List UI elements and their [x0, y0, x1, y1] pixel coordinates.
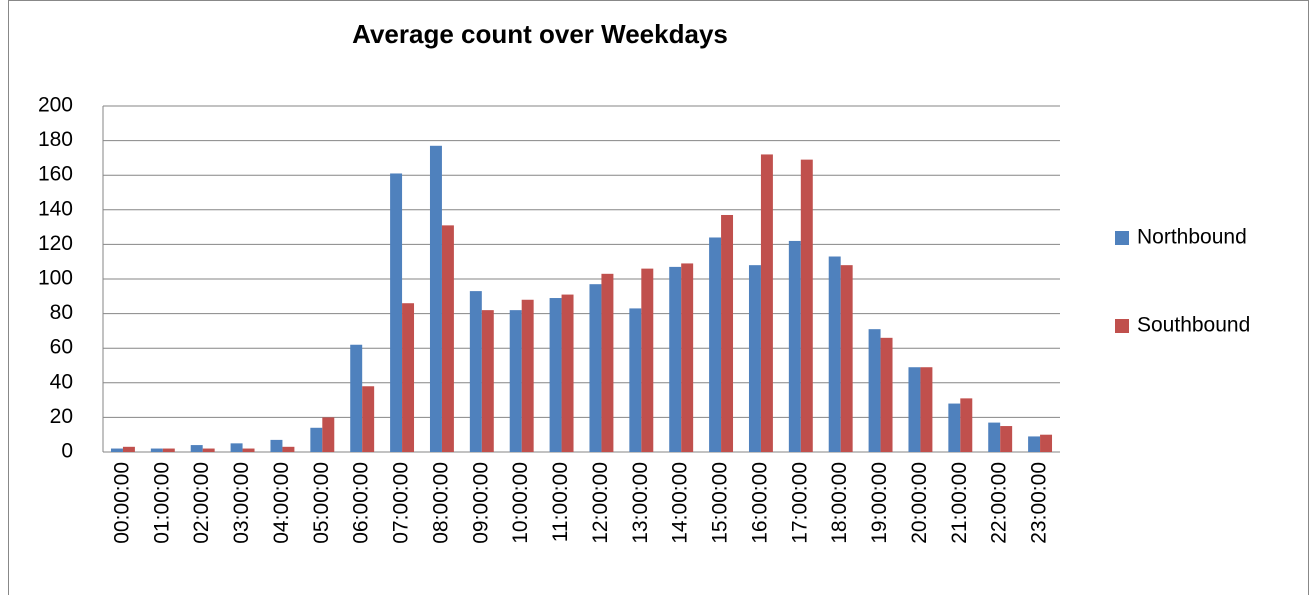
y-tick-label: 0: [61, 440, 73, 463]
bar: [960, 398, 973, 452]
bar: [230, 443, 243, 452]
y-tick-label: 60: [50, 336, 73, 359]
x-tick-label: 11:00:00: [549, 462, 572, 542]
bar: [948, 403, 961, 452]
x-tick-label: 23:00:00: [1028, 462, 1051, 544]
x-tick-label: 03:00:00: [230, 462, 253, 544]
x-tick-label: 12:00:00: [589, 462, 612, 544]
x-tick-label: 13:00:00: [629, 462, 652, 544]
x-tick-label: 01:00:00: [150, 462, 173, 544]
y-tick-label: 180: [38, 128, 73, 151]
x-tick-label: 05:00:00: [310, 462, 333, 544]
chart-title: Average count over Weekdays: [352, 19, 728, 49]
y-tick-label: 40: [50, 370, 73, 393]
bar: [880, 337, 893, 452]
legend-label: Northbound: [1137, 226, 1247, 249]
bar: [868, 329, 881, 452]
x-tick-label: 09:00:00: [469, 462, 492, 544]
bar: [481, 310, 494, 452]
x-tick-label: 20:00:00: [908, 462, 931, 544]
legend-label: Southbound: [1137, 314, 1250, 337]
bar: [800, 159, 813, 452]
bar: [1028, 436, 1041, 452]
y-tick-label: 160: [38, 163, 73, 186]
bar: [549, 298, 562, 452]
bar: [441, 225, 454, 452]
bar: [122, 446, 135, 452]
x-tick-label: 21:00:00: [948, 462, 971, 544]
x-tick-label: 17:00:00: [788, 462, 811, 544]
x-tick-label: 10:00:00: [509, 462, 532, 544]
x-tick-label: 22:00:00: [988, 462, 1011, 544]
bar: [988, 422, 1001, 452]
bar: [669, 266, 682, 452]
bar: [150, 448, 163, 452]
x-tick-label: 00:00:00: [110, 462, 133, 544]
bar: [601, 273, 614, 452]
bar: [681, 263, 694, 452]
bar: [840, 265, 853, 452]
legend-swatch: [1115, 231, 1129, 245]
y-tick-label: 120: [38, 232, 73, 255]
x-tick-label: 18:00:00: [828, 462, 851, 544]
x-tick-label: 07:00:00: [390, 462, 413, 544]
x-tick-label: 08:00:00: [429, 462, 452, 544]
bar: [1040, 434, 1053, 452]
bar: [390, 173, 403, 452]
bar: [760, 154, 773, 452]
bar: [282, 446, 295, 452]
x-tick-label: 14:00:00: [669, 462, 692, 544]
bar: [1000, 426, 1013, 452]
bar: [509, 310, 522, 452]
bar: [629, 308, 642, 452]
bar: [162, 448, 175, 452]
y-tick-label: 100: [38, 267, 73, 290]
bar: [202, 448, 215, 452]
bar: [242, 448, 255, 452]
bar: [350, 344, 363, 452]
bar: [908, 367, 921, 452]
bar: [589, 284, 602, 452]
bar: [429, 145, 442, 453]
bar: [721, 214, 734, 452]
y-tick-label: 140: [38, 197, 73, 220]
bar: [469, 291, 482, 452]
bar: [310, 427, 323, 452]
bar: [748, 265, 761, 452]
bar: [110, 448, 123, 452]
bar: [920, 367, 933, 452]
x-tick-label: 04:00:00: [270, 462, 293, 544]
bar: [322, 417, 335, 452]
bar: [521, 299, 534, 452]
x-tick-label: 06:00:00: [350, 462, 373, 544]
y-tick-label: 200: [38, 94, 73, 117]
x-tick-label: 02:00:00: [190, 462, 213, 544]
bar: [788, 240, 801, 452]
bar: [641, 268, 654, 452]
bar: [190, 445, 203, 452]
bar: [402, 303, 415, 452]
bar: [709, 237, 722, 452]
x-tick-label: 16:00:00: [748, 462, 771, 544]
bar: [270, 439, 283, 452]
y-tick-label: 80: [50, 301, 73, 324]
bar: [828, 256, 841, 452]
x-tick-label: 15:00:00: [709, 462, 732, 544]
bar: [561, 294, 574, 452]
x-tick-label: 19:00:00: [868, 462, 891, 544]
y-tick-label: 20: [50, 405, 73, 428]
legend-swatch: [1115, 319, 1129, 333]
bar: [362, 386, 375, 452]
